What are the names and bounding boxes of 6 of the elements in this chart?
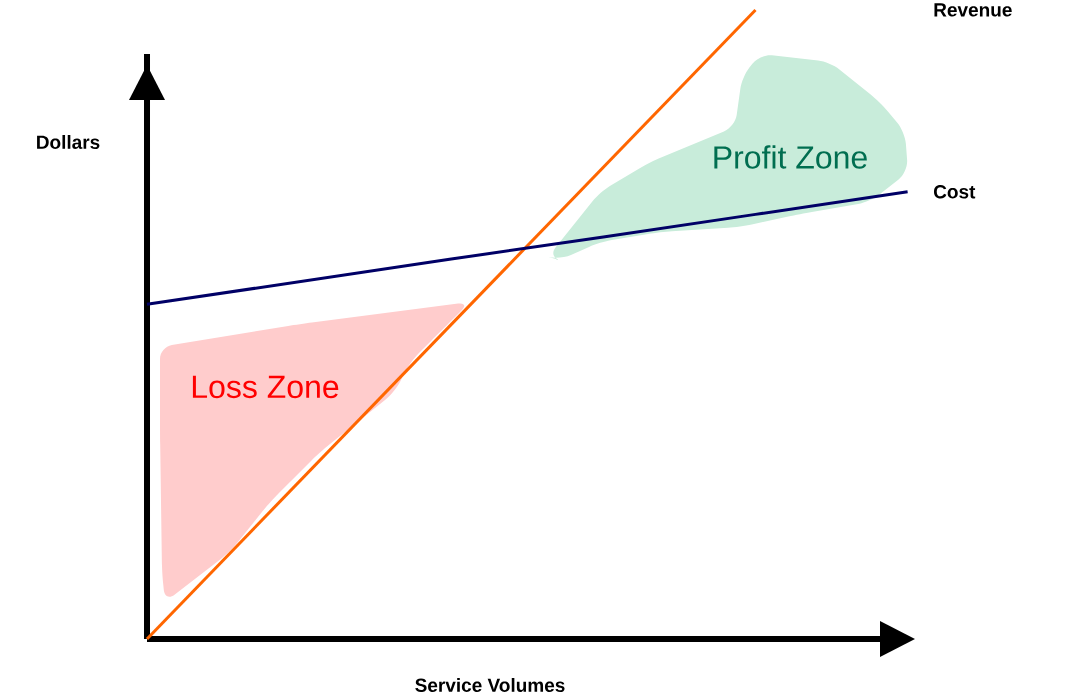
y-axis-title: Dollars <box>37 135 100 149</box>
text: Revenue <box>934 3 1012 17</box>
annotation: Profit Zone <box>714 145 867 169</box>
x-axis-title: Service Volumes <box>415 678 565 692</box>
annotation: Loss Zone <box>192 375 339 399</box>
series-label: Cost <box>933 185 976 199</box>
